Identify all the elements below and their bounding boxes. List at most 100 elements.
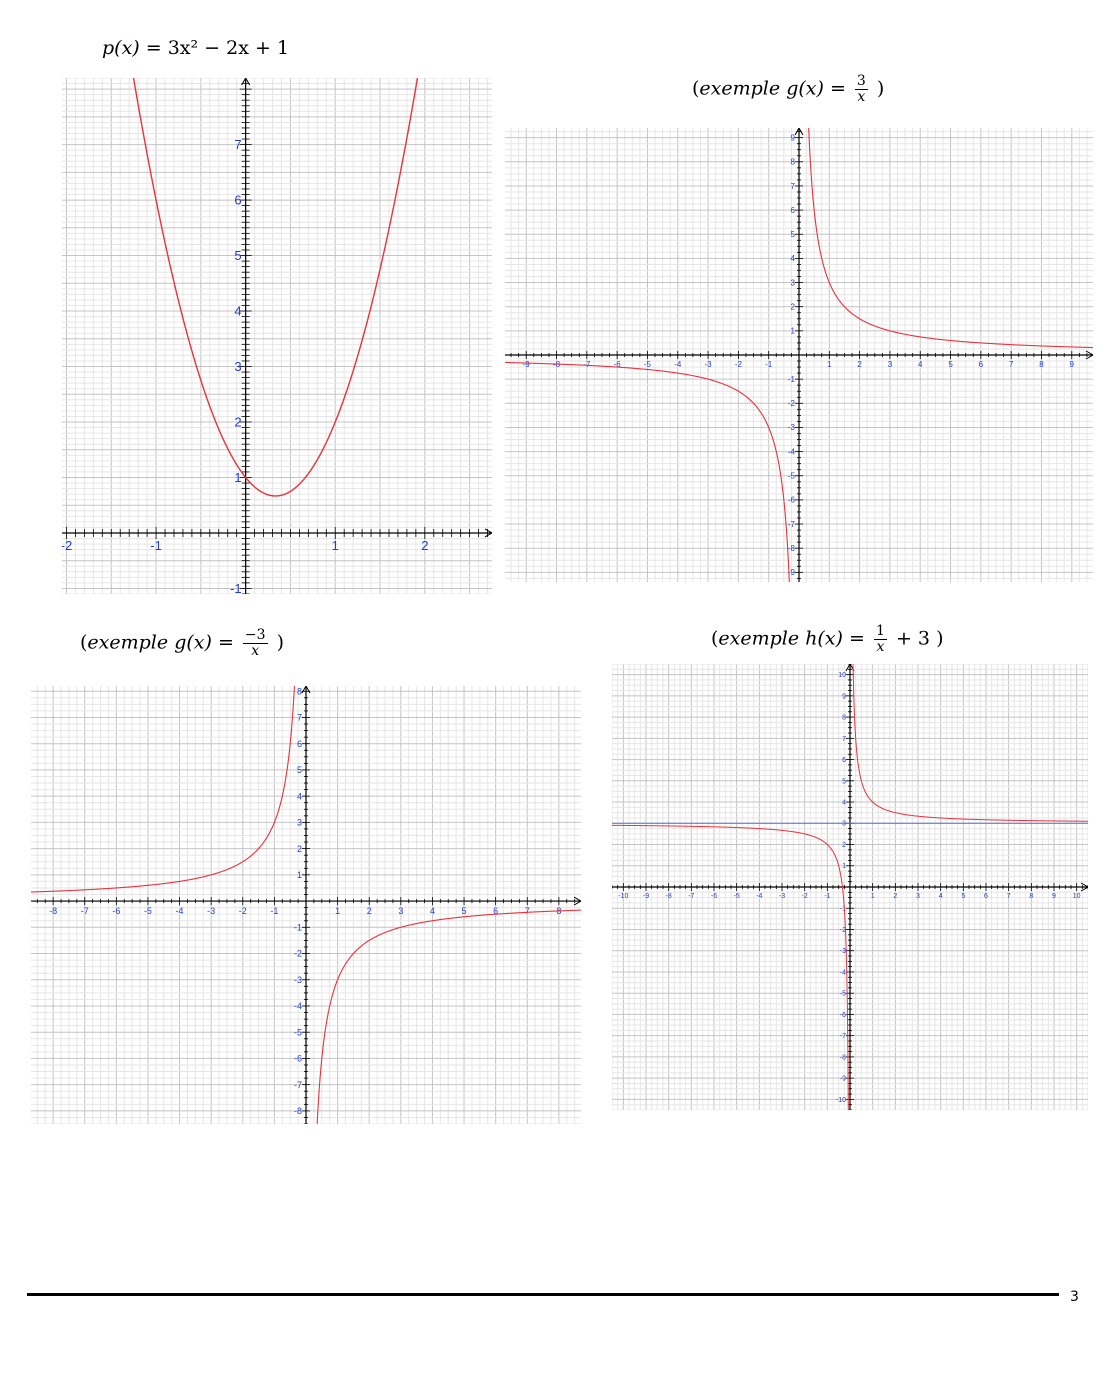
y-tick-label: 6: [297, 739, 302, 749]
caption-g2-num: −3: [242, 627, 268, 644]
x-tick-label: 7: [1009, 360, 1014, 369]
y-tick-label: 7: [791, 182, 796, 191]
x-tick-label: 1: [871, 893, 875, 900]
graph-hyperbola-1-over-x-plus-3: -10 -9 -8 -7 -6 -5 -4 -3 -2 -1 1 2 3 4 5 6 7 8 9 10 -10 -9 -8 -…: [612, 664, 1088, 1110]
caption-g2: (exemple g(x) = −3 x ): [80, 628, 284, 659]
x-tick-label: 2: [893, 893, 897, 900]
page-number: 3: [1070, 1289, 1079, 1305]
x-tick-label: 5: [462, 906, 467, 916]
x-tick-label: 6: [493, 906, 498, 916]
y-tick-label: 10: [838, 672, 846, 679]
y-tick-label: 2: [297, 844, 302, 854]
caption-g1-num: 3: [854, 73, 868, 90]
y-tick-label: 8: [297, 686, 302, 696]
caption-g2-close: ): [276, 631, 285, 654]
caption-p-lhs: p(x): [102, 37, 140, 59]
x-tick-label: -4: [674, 360, 682, 369]
x-tick-label: 1: [335, 906, 340, 916]
y-tick-label: -3: [294, 975, 302, 985]
y-tick-label: 8: [791, 158, 796, 167]
x-tick-label: 1: [332, 538, 339, 553]
y-tick-label: -4: [788, 447, 796, 456]
y-tick-label: -3: [840, 948, 846, 955]
x-axis-arrow: [1085, 350, 1093, 360]
y-tick-label: -2: [840, 927, 846, 934]
x-tick-label: 4: [918, 360, 923, 369]
x-tick-label: -7: [583, 360, 591, 369]
caption-h-fn: h(x): [805, 627, 843, 650]
y-tick-label: -1: [294, 922, 302, 932]
caption-g2-fraction: −3 x: [242, 627, 268, 659]
x-tick-label: 5: [961, 893, 965, 900]
caption-g2-eq: =: [217, 631, 234, 654]
x-tick-label: 4: [430, 906, 435, 916]
caption-p: p(x) = 3x² − 2x + 1: [102, 37, 289, 59]
caption-h-den: x: [876, 639, 885, 655]
curve-3x^2-2x+1: [132, 78, 419, 497]
caption-h-word: exemple: [718, 627, 800, 650]
footer-rule: [27, 1293, 1059, 1296]
y-tick-label: 2: [234, 415, 241, 430]
x-tick-label: 2: [367, 906, 372, 916]
x-tick-label: -2: [735, 360, 743, 369]
y-tick-label: 3: [297, 818, 302, 828]
caption-g2-word: exemple: [87, 631, 169, 654]
x-tick-label: 6: [984, 893, 988, 900]
y-tick-label: 1: [234, 470, 241, 485]
x-tick-label: 3: [398, 906, 403, 916]
y-tick-label: -6: [840, 1012, 846, 1019]
x-tick-label: 5: [948, 360, 953, 369]
x-tick-label: -1: [765, 360, 773, 369]
graph-hyperbola-3-over-x: -9 -8 -7 -6 -5 -4 -3 -2 -1 1 2 3 4 5 6 7 8 9-9-8-7-6-5-4-…: [505, 128, 1093, 582]
y-tick-label: 1: [297, 870, 302, 880]
y-tick-label: -1: [230, 581, 242, 594]
y-tick-label: -4: [840, 969, 846, 976]
caption-h-eq: =: [849, 627, 865, 650]
x-tick-label: -7: [81, 906, 89, 916]
y-tick-label: -2: [788, 399, 796, 408]
y-tick-label: -2: [294, 949, 302, 959]
caption-h-close: ): [936, 627, 944, 650]
y-axis-arrow: [241, 78, 251, 86]
x-tick-label: -10: [618, 893, 628, 900]
x-tick-label: -3: [779, 893, 785, 900]
y-axis-arrow: [301, 686, 311, 694]
y-tick-label: 5: [842, 778, 846, 785]
y-tick-label: 3: [842, 821, 846, 828]
y-tick-label: 4: [297, 791, 302, 801]
caption-g1-fn: g(x): [786, 77, 824, 100]
y-tick-label: 3: [234, 359, 241, 374]
x-tick-label: -3: [207, 906, 215, 916]
x-tick-label: -1: [150, 538, 162, 553]
y-tick-label: 6: [791, 206, 796, 215]
curve--3/x: [31, 686, 581, 1124]
x-tick-label: -2: [239, 906, 247, 916]
caption-g1-eq: =: [829, 77, 846, 100]
x-tick-label: -6: [614, 360, 622, 369]
x-axis-arrow: [1080, 882, 1088, 892]
x-tick-label: 6: [979, 360, 984, 369]
x-tick-label: -8: [666, 893, 672, 900]
y-tick-label: -5: [840, 991, 846, 998]
x-tick-label: 1: [827, 360, 832, 369]
y-tick-label: 6: [842, 757, 846, 764]
y-tick-label: -8: [788, 544, 796, 553]
curve-3/x: [505, 128, 1093, 582]
caption-g2-open: (: [80, 631, 88, 654]
y-tick-label: 4: [791, 254, 796, 263]
x-tick-label: -5: [144, 906, 152, 916]
x-tick-label: 3: [888, 360, 893, 369]
y-tick-label: 5: [234, 248, 241, 263]
x-tick-label: -3: [705, 360, 713, 369]
caption-p-rhs: 3x² − 2x + 1: [167, 37, 290, 59]
y-tick-label: -5: [294, 1027, 302, 1037]
caption-g1-den: x: [857, 89, 866, 105]
x-tick-label: -4: [756, 893, 762, 900]
x-tick-label: -6: [112, 906, 120, 916]
x-tick-label: -8: [49, 906, 57, 916]
x-tick-label: -6: [711, 893, 717, 900]
y-tick-label: -1: [788, 375, 796, 384]
